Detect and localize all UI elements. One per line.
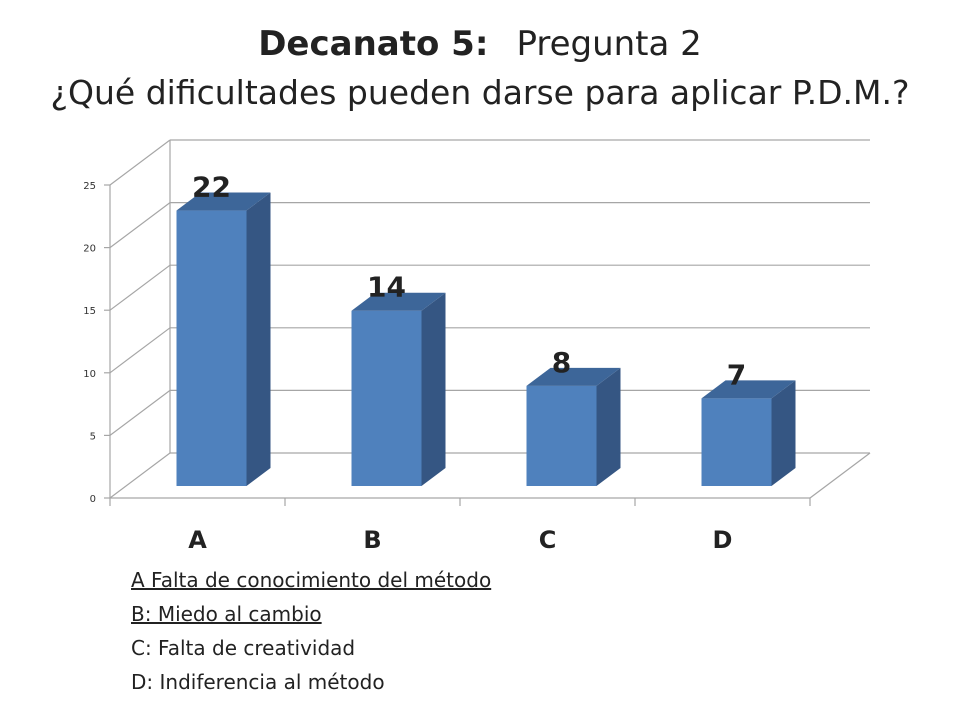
bar-top-A [176,192,271,211]
bar-side-C [596,367,621,486]
bar-top-B [351,292,446,311]
legend-item-c: C: Falta de creatividad [131,636,356,660]
y-tick-label: 15 [83,306,96,317]
x-tick-label-D: D [713,526,733,554]
x-tick-label-B: B [363,526,381,554]
x-tick-label-C: C [539,526,557,554]
side-gridline-20 [109,202,171,249]
data-label-A: 22 [192,171,231,204]
data-label-D: 7 [727,358,746,391]
legend-item-d: D: Indiferencia al método [131,670,385,694]
legend-item-a: A Falta de conocimiento del método [131,568,492,592]
side-gridline-15 [109,264,171,311]
y-tick-label: 5 [90,431,96,442]
legend: A Falta de conocimiento del método B: Mi… [131,566,491,702]
bar-D [701,398,772,486]
bar-A [176,210,247,486]
side-gridline-5 [109,389,171,436]
side-gridline-10 [109,327,171,374]
floor-right-edge [809,452,871,499]
y-tick-label: 25 [83,181,96,192]
title-decanato: Decanato 5: [258,24,489,64]
bar-side-D [771,380,796,486]
chart-subtitle: ¿Qué dificultades pueden darse para apli… [50,73,910,112]
title-pregunta: Pregunta 2 [516,24,702,64]
bar-C [526,385,597,486]
data-label-C: 8 [552,346,571,379]
y-tick-label: 20 [83,244,96,255]
bar-side-B [421,292,446,486]
y-tick-label: 10 [83,369,96,380]
y-tick-label: 0 [90,494,96,505]
x-tick-label-A: A [188,526,207,554]
bar-side-A [246,192,271,486]
chart-title: Decanato 5: Pregunta 2 ¿Qué dificultades … [0,22,960,116]
title-line-1: Decanato 5: Pregunta 2 [0,22,960,66]
data-label-B: 14 [367,271,406,304]
legend-item-b: B: Miedo al cambio [131,602,322,626]
side-gridline-25 [109,139,171,186]
bar-top-D [701,380,796,399]
bar-B [351,310,422,486]
bar-top-C [526,367,621,386]
side-gridline-0 [109,452,171,499]
